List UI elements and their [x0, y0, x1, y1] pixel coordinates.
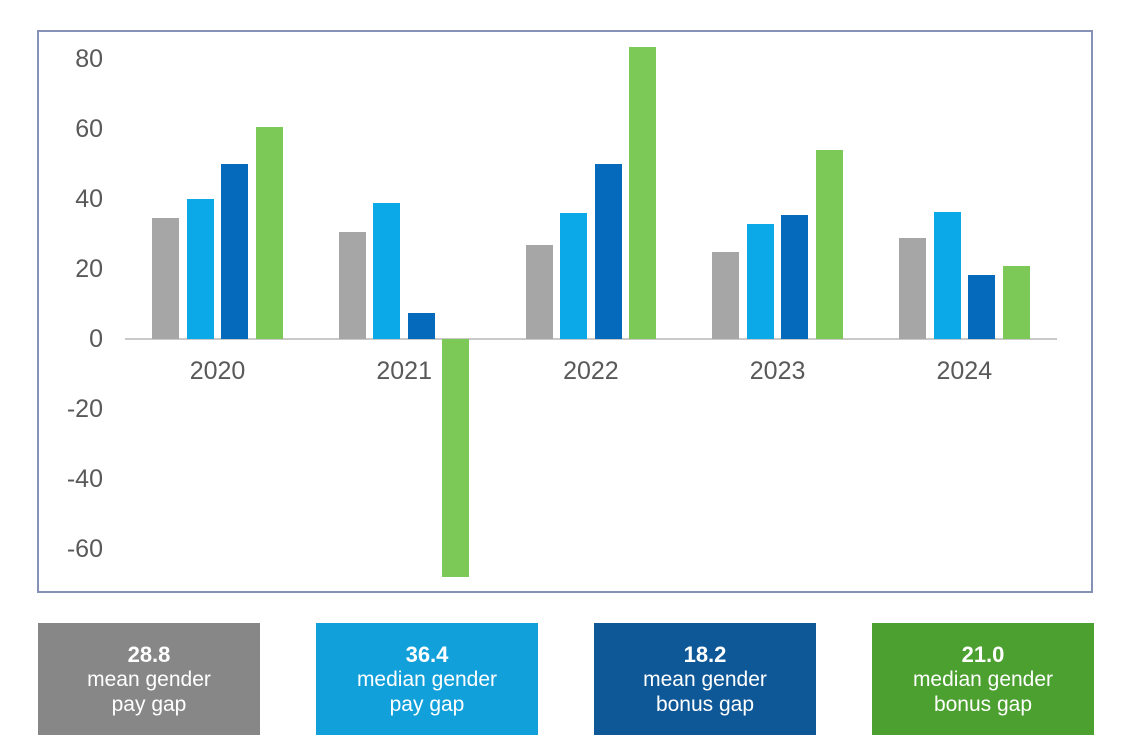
bar-median-gender-pay-gap-2023 — [746, 223, 774, 339]
bar-median-gender-bonus-gap-2024 — [1002, 265, 1030, 339]
x-axis-tick-label: 2024 — [936, 357, 993, 385]
bar-mean-gender-bonus-gap-2024 — [968, 275, 996, 339]
x-axis-tick-label: 2020 — [189, 357, 246, 385]
bar-median-gender-bonus-gap-2023 — [815, 150, 843, 339]
legend-label-line2: bonus gap — [655, 692, 755, 716]
bar-median-gender-pay-gap-2021 — [373, 202, 401, 339]
y-axis-tick-label: 0 — [89, 325, 103, 353]
bar-mean-gender-pay-gap-2024 — [899, 238, 927, 339]
bar-median-gender-bonus-gap-2020 — [255, 127, 283, 339]
y-axis-tick-label: 60 — [75, 115, 103, 143]
legend-card-median-gender-bonus-gap: 21.0 median gender bonus gap — [872, 623, 1094, 735]
y-axis-tick-label: -40 — [66, 465, 103, 493]
bar-mean-gender-bonus-gap-2020 — [221, 164, 249, 339]
y-axis-tick-label: 40 — [75, 185, 103, 213]
bar-median-gender-pay-gap-2020 — [186, 199, 214, 339]
y-axis-tick-label: 80 — [75, 45, 103, 73]
bar-mean-gender-pay-gap-2020 — [152, 218, 180, 339]
bar-mean-gender-pay-gap-2022 — [525, 244, 553, 339]
legend-card-mean-gender-pay-gap: 28.8 mean gender pay gap — [38, 623, 260, 735]
bar-mean-gender-pay-gap-2023 — [712, 251, 740, 339]
legend-label-line2: bonus gap — [933, 692, 1033, 716]
bar-median-gender-pay-gap-2022 — [560, 213, 588, 339]
legend-card-median-gender-pay-gap: 36.4 median gender pay gap — [316, 623, 538, 735]
bar-mean-gender-pay-gap-2021 — [338, 232, 366, 339]
y-axis-tick-label: 20 — [75, 255, 103, 283]
bar-median-gender-pay-gap-2024 — [933, 211, 961, 339]
x-axis-line — [125, 338, 1057, 340]
x-axis-tick-label: 2022 — [563, 357, 619, 385]
legend-value: 21.0 — [961, 641, 1005, 667]
bar-chart: 80 60 40 20 0 -20 -40 -60 2020 2021 2022 2023 2024 — [37, 30, 1093, 593]
bar-median-gender-bonus-gap-2021 — [442, 339, 470, 577]
legend-value: 28.8 — [127, 641, 171, 667]
y-axis-tick-label: -20 — [66, 395, 103, 423]
x-axis-tick-label: 2021 — [376, 357, 432, 385]
bar-mean-gender-bonus-gap-2021 — [407, 312, 435, 339]
bar-median-gender-bonus-gap-2022 — [629, 46, 657, 339]
legend-label-line2: pay gap — [389, 692, 465, 716]
x-axis-tick-label: 2023 — [749, 357, 806, 385]
legend-value: 18.2 — [683, 641, 727, 667]
legend-label-line2: pay gap — [111, 692, 187, 716]
y-axis-tick-label: -60 — [66, 535, 103, 563]
legend-label-line1: mean gender — [87, 667, 211, 691]
legend-value: 36.4 — [405, 641, 449, 667]
legend-label-line1: mean gender — [643, 667, 767, 691]
legend-label-line1: median gender — [912, 667, 1054, 691]
bar-mean-gender-bonus-gap-2023 — [781, 214, 809, 339]
legend-card-mean-gender-bonus-gap: 18.2 mean gender bonus gap — [594, 623, 816, 735]
bar-mean-gender-bonus-gap-2022 — [594, 164, 622, 339]
legend-label-line1: median gender — [356, 667, 498, 691]
